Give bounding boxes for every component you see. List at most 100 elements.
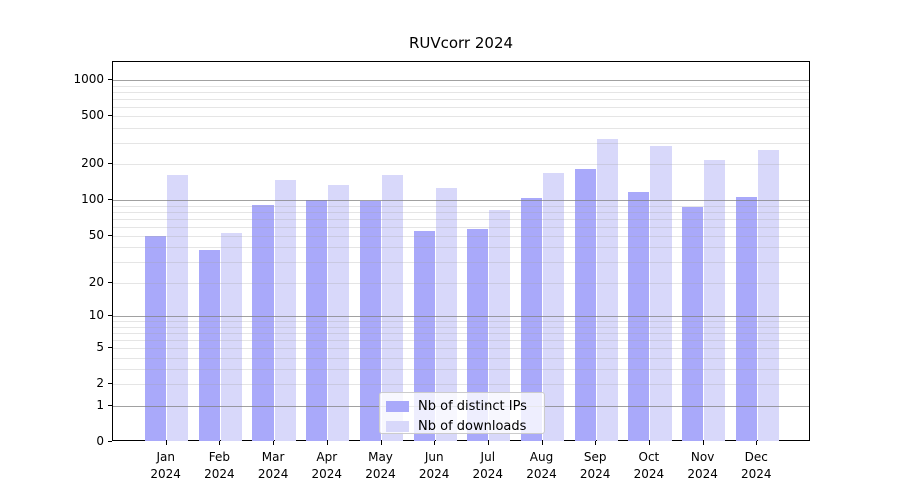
gridline-minor-4	[113, 357, 809, 359]
x-tick-label-apr: Apr 2024	[311, 450, 343, 481]
gridline-minor-90	[113, 205, 809, 207]
bar-downloads-oct	[650, 145, 672, 441]
y-tick-50	[108, 235, 112, 236]
legend-label-ips: Nb of distinct IPs	[418, 398, 527, 414]
y-tick-100	[108, 199, 112, 201]
y-tick-label-200: 200	[81, 156, 104, 171]
bar-ips-oct	[628, 191, 650, 441]
gridline-minor-900	[113, 85, 809, 87]
gridline-minor-80	[113, 211, 809, 213]
gridline-minor-8	[113, 326, 809, 328]
x-tick-label-jun: Jun 2024	[418, 450, 450, 481]
x-tick-dec	[756, 441, 758, 445]
x-tick-jan	[165, 441, 167, 445]
y-tick-label-10: 10	[88, 308, 104, 323]
legend: Nb of distinct IPs Nb of downloads	[379, 392, 545, 434]
bar-ips-jan	[145, 236, 167, 441]
y-tick-5	[108, 347, 112, 349]
x-tick-aug	[541, 441, 543, 445]
y-tick-label-2: 2	[96, 376, 104, 391]
plot-area	[112, 61, 810, 441]
x-tick-mar	[273, 441, 275, 445]
gridline-minor-40	[113, 247, 809, 249]
x-tick-label-jan: Jan 2024	[150, 450, 181, 481]
gridline-minor-7	[113, 333, 809, 335]
bar-downloads-jul	[489, 209, 511, 441]
gridline-minor-400	[113, 128, 809, 129]
x-tick-label-jul: Jul 2024	[472, 450, 504, 481]
x-tick-label-sep: Sep 2024	[579, 450, 611, 481]
bar-ips-jul	[467, 229, 489, 441]
bar-ips-mar	[252, 204, 274, 441]
x-tick-label-dec: Dec 2024	[741, 450, 772, 481]
y-tick-label-20: 20	[88, 274, 104, 289]
x-tick-jun	[434, 441, 436, 445]
x-tick-feb	[219, 441, 221, 445]
y-tick-label-1000: 1000	[73, 72, 104, 86]
bar-ips-sep	[574, 169, 596, 441]
bar-ips-dec	[735, 197, 757, 441]
x-tick-sep	[595, 441, 597, 445]
legend-swatch-downloads	[386, 420, 409, 432]
x-tick-label-oct: Oct 2024	[633, 450, 665, 481]
x-tick-may	[380, 441, 382, 445]
bar-downloads-apr	[328, 185, 350, 441]
x-tick-label-may: May 2024	[365, 450, 396, 481]
bar-ips-aug	[520, 198, 543, 441]
y-tick-label-500: 500	[81, 108, 104, 123]
gridline-minor-50	[113, 236, 809, 237]
y-tick-500	[108, 115, 112, 117]
bar-ips-feb	[198, 250, 220, 441]
gridline-minor-60	[113, 226, 809, 228]
gridline-minor-30	[113, 262, 809, 264]
bar-downloads-may	[381, 175, 404, 441]
gridline-minor-5	[113, 348, 809, 350]
bar-downloads-sep	[596, 139, 618, 441]
x-tick-oct	[648, 441, 650, 445]
x-tick-label-mar: Mar 2024	[257, 450, 289, 481]
gridline-major-10	[113, 316, 809, 318]
bar-ips-nov	[681, 206, 704, 441]
bar-downloads-dec	[757, 150, 779, 441]
y-tick-200	[108, 163, 112, 165]
bar-downloads-jan	[167, 175, 189, 441]
y-tick-label-0: 0	[96, 434, 104, 448]
y-tick-10	[108, 315, 112, 317]
gridline-major-100	[113, 200, 809, 202]
x-tick-label-aug: Aug 2024	[526, 450, 557, 481]
y-tick-label-100: 100	[81, 192, 104, 207]
y-tick-0	[108, 441, 112, 442]
gridline-minor-2	[113, 384, 809, 386]
gridline-minor-20	[113, 282, 809, 284]
gridline-minor-6	[113, 340, 809, 341]
gridline-minor-800	[113, 91, 809, 93]
bar-downloads-feb	[220, 233, 243, 441]
bar-ips-jun	[413, 231, 435, 441]
bar-ips-apr	[306, 200, 328, 441]
gridline-minor-600	[113, 106, 809, 108]
gridline-minor-700	[113, 98, 809, 100]
y-tick-2	[108, 383, 112, 385]
legend-entry-distinct-ips: Nb of distinct IPs	[386, 398, 536, 414]
gridline-minor-70	[113, 218, 809, 220]
y-tick-1000	[108, 79, 112, 80]
x-tick-nov	[702, 441, 704, 445]
legend-label-downloads: Nb of downloads	[418, 418, 527, 434]
y-tick-label-1: 1	[96, 397, 104, 412]
x-tick-jul	[487, 441, 489, 445]
y-tick-20	[108, 281, 112, 283]
y-tick-1	[108, 404, 112, 406]
chart-title: RUVcorr 2024	[408, 34, 514, 52]
legend-entry-downloads: Nb of downloads	[386, 418, 536, 434]
bar-downloads-mar	[274, 179, 296, 441]
gridline-major-1000	[113, 80, 809, 81]
gridline-minor-300	[113, 143, 809, 144]
bar-downloads-aug	[542, 172, 565, 441]
gridline-minor-200	[113, 164, 809, 166]
bar-ips-may	[359, 201, 382, 441]
y-tick-label-50: 50	[88, 228, 104, 242]
gridline-minor-9	[113, 321, 809, 323]
bar-downloads-nov	[704, 160, 726, 441]
legend-swatch-ips	[386, 400, 409, 412]
